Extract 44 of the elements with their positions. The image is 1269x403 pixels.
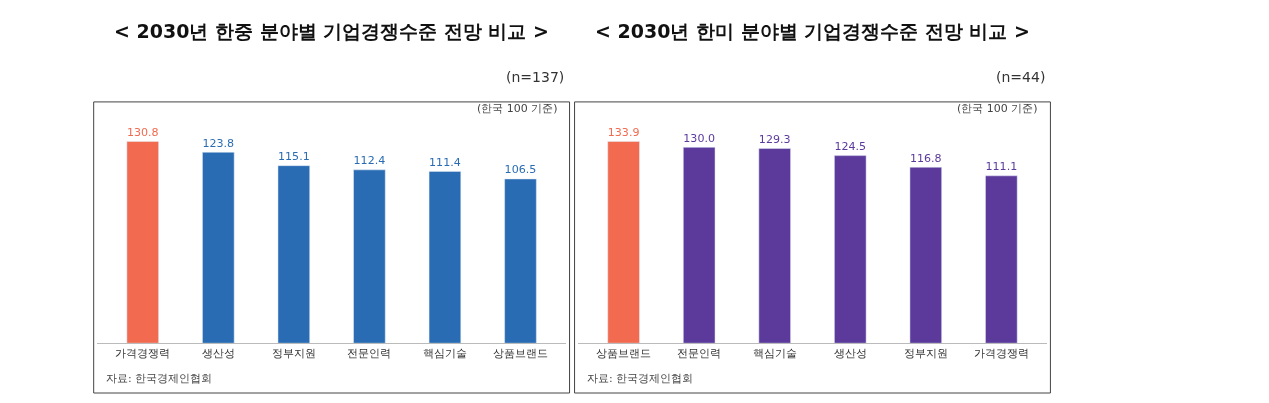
- bar: [353, 169, 386, 344]
- text: 자료: 한국경제인협회: [587, 372, 694, 385]
- data-label: 130.8: [126, 125, 159, 139]
- x-tick-label: 핵심기술: [752, 347, 797, 361]
- x-tick-label: 정부지원: [903, 347, 948, 361]
- data-label: 124.5: [834, 140, 867, 154]
- chart-title: < 2030년 한미 분야별 기업경쟁수준 전망 비교 >: [595, 20, 1031, 42]
- bar: [504, 178, 537, 344]
- chart-title: < 2030년 한중 분야별 기업경쟁수준 전망 비교 >: [114, 20, 550, 42]
- x-tick-label: 가격경쟁력: [973, 347, 1029, 361]
- x-tick-label: 가격경쟁력: [115, 347, 171, 361]
- x-tick-label: 정부지원: [271, 347, 316, 361]
- bar: [834, 155, 867, 344]
- data-label: 111.1: [985, 160, 1018, 174]
- x-tick-label: 상품브랜드: [492, 347, 548, 361]
- bar: [985, 175, 1018, 344]
- bar: [126, 141, 159, 344]
- x-tick-label: 생산성: [833, 347, 867, 361]
- x-tick-label: 상품브랜드: [596, 347, 652, 361]
- bar: [428, 171, 462, 344]
- data-label: 116.8: [909, 151, 942, 165]
- bar: [607, 141, 640, 344]
- bar: [683, 147, 716, 344]
- data-label: 133.9: [607, 125, 640, 139]
- bar: [277, 165, 310, 344]
- x-tick-label: 전문인력: [347, 347, 392, 361]
- data-label: 111.4: [429, 155, 461, 169]
- data-label: 112.4: [353, 154, 386, 168]
- data-label: 129.3: [758, 132, 791, 146]
- text: 자료: 한국경제인협회: [106, 372, 213, 385]
- data-label: 106.5: [504, 163, 537, 177]
- text: (한국 100 기준): [957, 102, 1038, 115]
- x-tick-label: 생산성: [201, 347, 235, 361]
- data-label: 130.0: [683, 131, 716, 145]
- chart-subtitle: (n=44): [996, 69, 1046, 85]
- text: (한국 100 기준): [477, 102, 558, 115]
- chart-subtitle: (n=137): [506, 69, 565, 85]
- x-tick-label: 핵심기술: [422, 347, 467, 361]
- bar: [202, 152, 235, 344]
- bar: [758, 148, 791, 344]
- data-label: 115.1: [277, 150, 310, 164]
- bar: [909, 166, 942, 344]
- data-label: 123.8: [202, 136, 235, 150]
- x-tick-label: 전문인력: [677, 347, 722, 361]
